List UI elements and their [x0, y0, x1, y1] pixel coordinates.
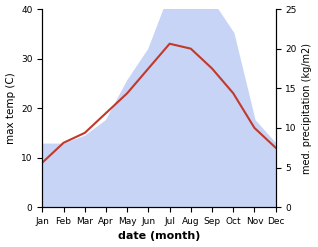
Y-axis label: max temp (C): max temp (C): [5, 72, 16, 144]
X-axis label: date (month): date (month): [118, 231, 200, 242]
Y-axis label: med. precipitation (kg/m2): med. precipitation (kg/m2): [302, 43, 313, 174]
